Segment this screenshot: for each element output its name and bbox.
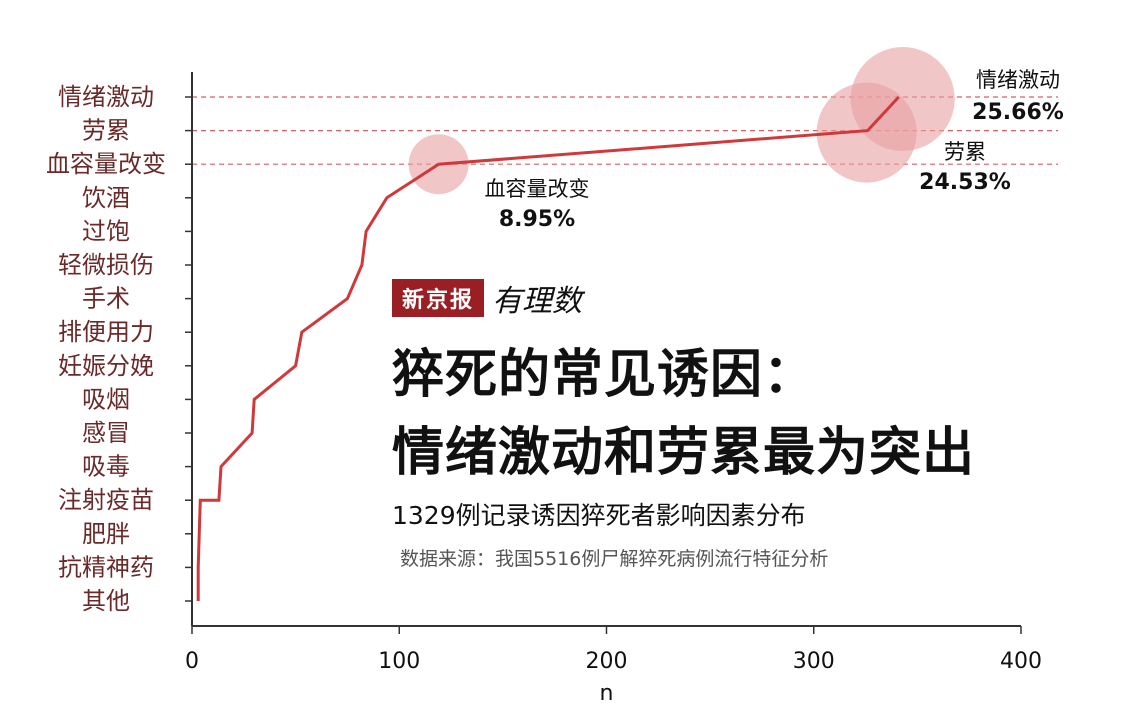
- headline-line1: 猝死的常见诱因：: [392, 345, 817, 405]
- category-label: 抗精神药: [58, 553, 154, 581]
- bubble: [816, 82, 917, 183]
- category-label: 血容量改变: [46, 150, 166, 178]
- source-note: 数据来源：我国5516例尸解猝死病例流行特征分析: [400, 548, 829, 570]
- x-ticks: 0 100 200 300 400: [185, 626, 1042, 674]
- category-label: 手术: [82, 285, 130, 313]
- headline-line2: 情绪激动和劳累最为突出: [392, 423, 976, 483]
- category-label: 感冒: [82, 419, 130, 447]
- brand: 新京报 有理数: [392, 276, 582, 320]
- x-tick-label: 200: [586, 649, 628, 674]
- subtitle: 1329例记录诱因猝死者影响因素分布: [392, 501, 806, 530]
- category-label: 吸烟: [82, 385, 130, 413]
- brand-sub: 有理数: [492, 284, 583, 319]
- annotation-label: 劳累: [944, 140, 986, 164]
- category-label: 排便用力: [58, 318, 154, 346]
- annotation-label: 情绪激动: [976, 68, 1060, 92]
- annotation-value: 8.95%: [499, 207, 575, 232]
- bubbles: [408, 47, 955, 195]
- category-label: 劳累: [82, 117, 130, 145]
- x-tick-label: 300: [793, 649, 835, 674]
- x-tick-label: 400: [1000, 649, 1042, 674]
- category-label: 情绪激动: [58, 83, 154, 111]
- category-label: 轻微损伤: [58, 251, 154, 279]
- category-label: 肥胖: [82, 520, 130, 548]
- annotations: 情绪激动 25.66% 劳累 24.53% 血容量改变 8.95%: [485, 68, 1064, 232]
- x-axis-title: n: [600, 681, 614, 706]
- category-label: 过饱: [82, 217, 130, 245]
- category-label: 吸毒: [82, 453, 130, 481]
- annotation-value: 25.66%: [972, 100, 1064, 125]
- annotation-label: 血容量改变: [485, 177, 590, 201]
- x-tick-label: 100: [378, 649, 420, 674]
- category-labels: 情绪激动劳累血容量改变饮酒过饱轻微损伤手术排便用力妊娠分娩吸烟感冒吸毒注射疫苗肥…: [46, 83, 192, 615]
- category-label: 其他: [82, 587, 130, 615]
- x-tick-label: 0: [185, 649, 199, 674]
- category-label: 妊娠分娩: [58, 352, 154, 380]
- series-line: [196, 95, 900, 601]
- annotation-value: 24.53%: [919, 170, 1011, 195]
- category-label: 饮酒: [82, 184, 130, 212]
- category-label: 注射疫苗: [58, 486, 154, 514]
- brand-logo: 新京报: [392, 279, 485, 317]
